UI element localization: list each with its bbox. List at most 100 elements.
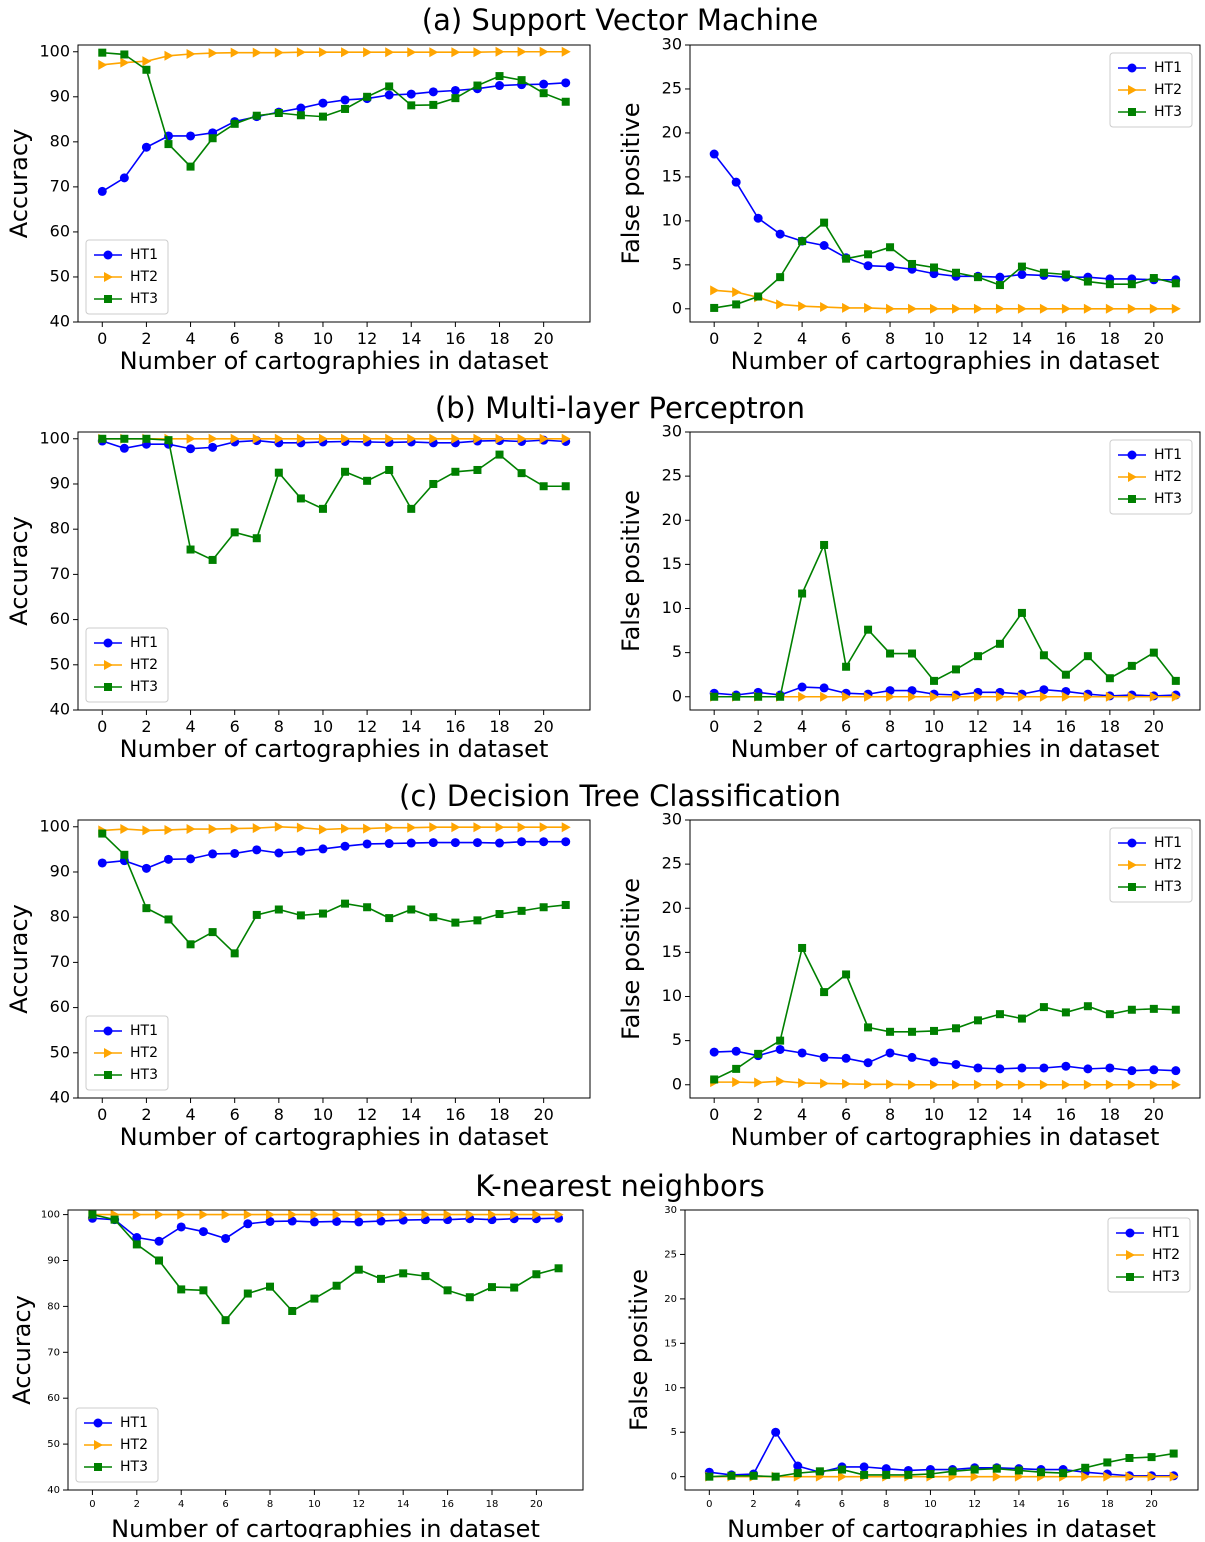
marker [341,104,350,113]
legend-label: HT3 [130,679,158,695]
marker [94,1463,102,1471]
y-tick-label: 0 [672,686,682,705]
marker [230,528,239,537]
marker [1128,108,1136,116]
marker [243,1219,253,1229]
marker [97,186,107,196]
marker [120,57,130,68]
marker [318,112,327,121]
marker [754,292,763,301]
marker [332,1209,342,1220]
legend-label: HT2 [1154,469,1182,485]
marker [561,46,571,57]
legend-label: HT1 [120,1415,148,1431]
marker [864,1079,874,1090]
marker [1039,1003,1048,1012]
marker [951,1059,961,1069]
marker [930,1026,939,1035]
marker [495,72,504,81]
marker [98,434,107,443]
marker [1149,648,1158,657]
marker [473,916,482,925]
marker [354,1265,363,1274]
marker [842,662,851,671]
series-line [101,82,566,193]
marker [288,1209,298,1220]
legend-label: HT3 [1154,491,1182,507]
series-line [92,1213,559,1322]
marker [376,1274,385,1283]
marker [863,261,873,271]
y-tick-label: 60 [50,997,70,1016]
marker [155,1209,165,1220]
marker [517,46,527,57]
marker [473,465,482,474]
marker [1171,279,1180,288]
marker [208,824,218,835]
marker [252,823,262,834]
marker [820,302,830,313]
y-tick-label: 30 [662,35,682,54]
marker [517,822,527,833]
marker [1149,274,1158,283]
y-tick-label: 40 [50,700,70,719]
x-tick-label: 20 [1145,1499,1158,1510]
marker [384,90,394,100]
marker [1039,691,1049,702]
marker [163,854,173,864]
marker [428,87,438,97]
marker [908,1027,917,1036]
x-axis-label: Number of cartographies in dataset [731,347,1160,375]
marker [472,838,482,848]
y-tick-label: 70 [50,176,70,195]
y-tick-label: 15 [662,554,682,573]
marker [318,98,328,108]
x-tick-label: 6 [841,1105,851,1124]
marker [429,479,438,488]
x-tick-label: 18 [1100,329,1120,348]
marker [908,649,917,658]
y-tick-label: 25 [662,78,682,97]
marker [208,849,218,859]
x-tick-label: 14 [397,1499,410,1510]
marker [1105,303,1115,314]
marker [296,111,305,120]
x-tick-label: 2 [753,717,763,736]
marker [1083,303,1093,314]
marker [1105,1010,1114,1019]
y-tick-label: 80 [50,907,70,926]
marker [1171,303,1181,314]
marker [951,1024,960,1033]
marker [908,303,918,314]
x-tick-label: 20 [530,1499,543,1510]
marker [561,433,571,444]
marker [995,639,1004,648]
marker [1125,1471,1135,1482]
marker [1147,1471,1157,1482]
marker [842,691,852,702]
plot-frame [689,431,1201,711]
legend-label: HT2 [1154,82,1182,98]
marker [754,692,763,701]
legend-label: HT2 [1154,857,1182,873]
marker [1061,691,1071,702]
marker [199,1286,208,1295]
legend-label: HT2 [120,1437,148,1453]
marker [94,1440,103,1450]
marker [797,1048,807,1058]
marker [992,1471,1002,1482]
y-axis-label: Accuracy [8,1295,36,1405]
marker [103,638,113,648]
marker [1105,691,1115,702]
marker [1105,280,1114,289]
marker [274,468,283,477]
series-line [102,439,566,450]
y-tick-label: 30 [662,810,682,829]
marker [930,303,940,314]
marker [110,1215,119,1224]
marker [951,268,960,277]
marker [973,652,982,661]
marker [1105,1079,1115,1090]
y-tick-label: 30 [662,422,682,441]
x-tick-label: 8 [274,717,284,736]
